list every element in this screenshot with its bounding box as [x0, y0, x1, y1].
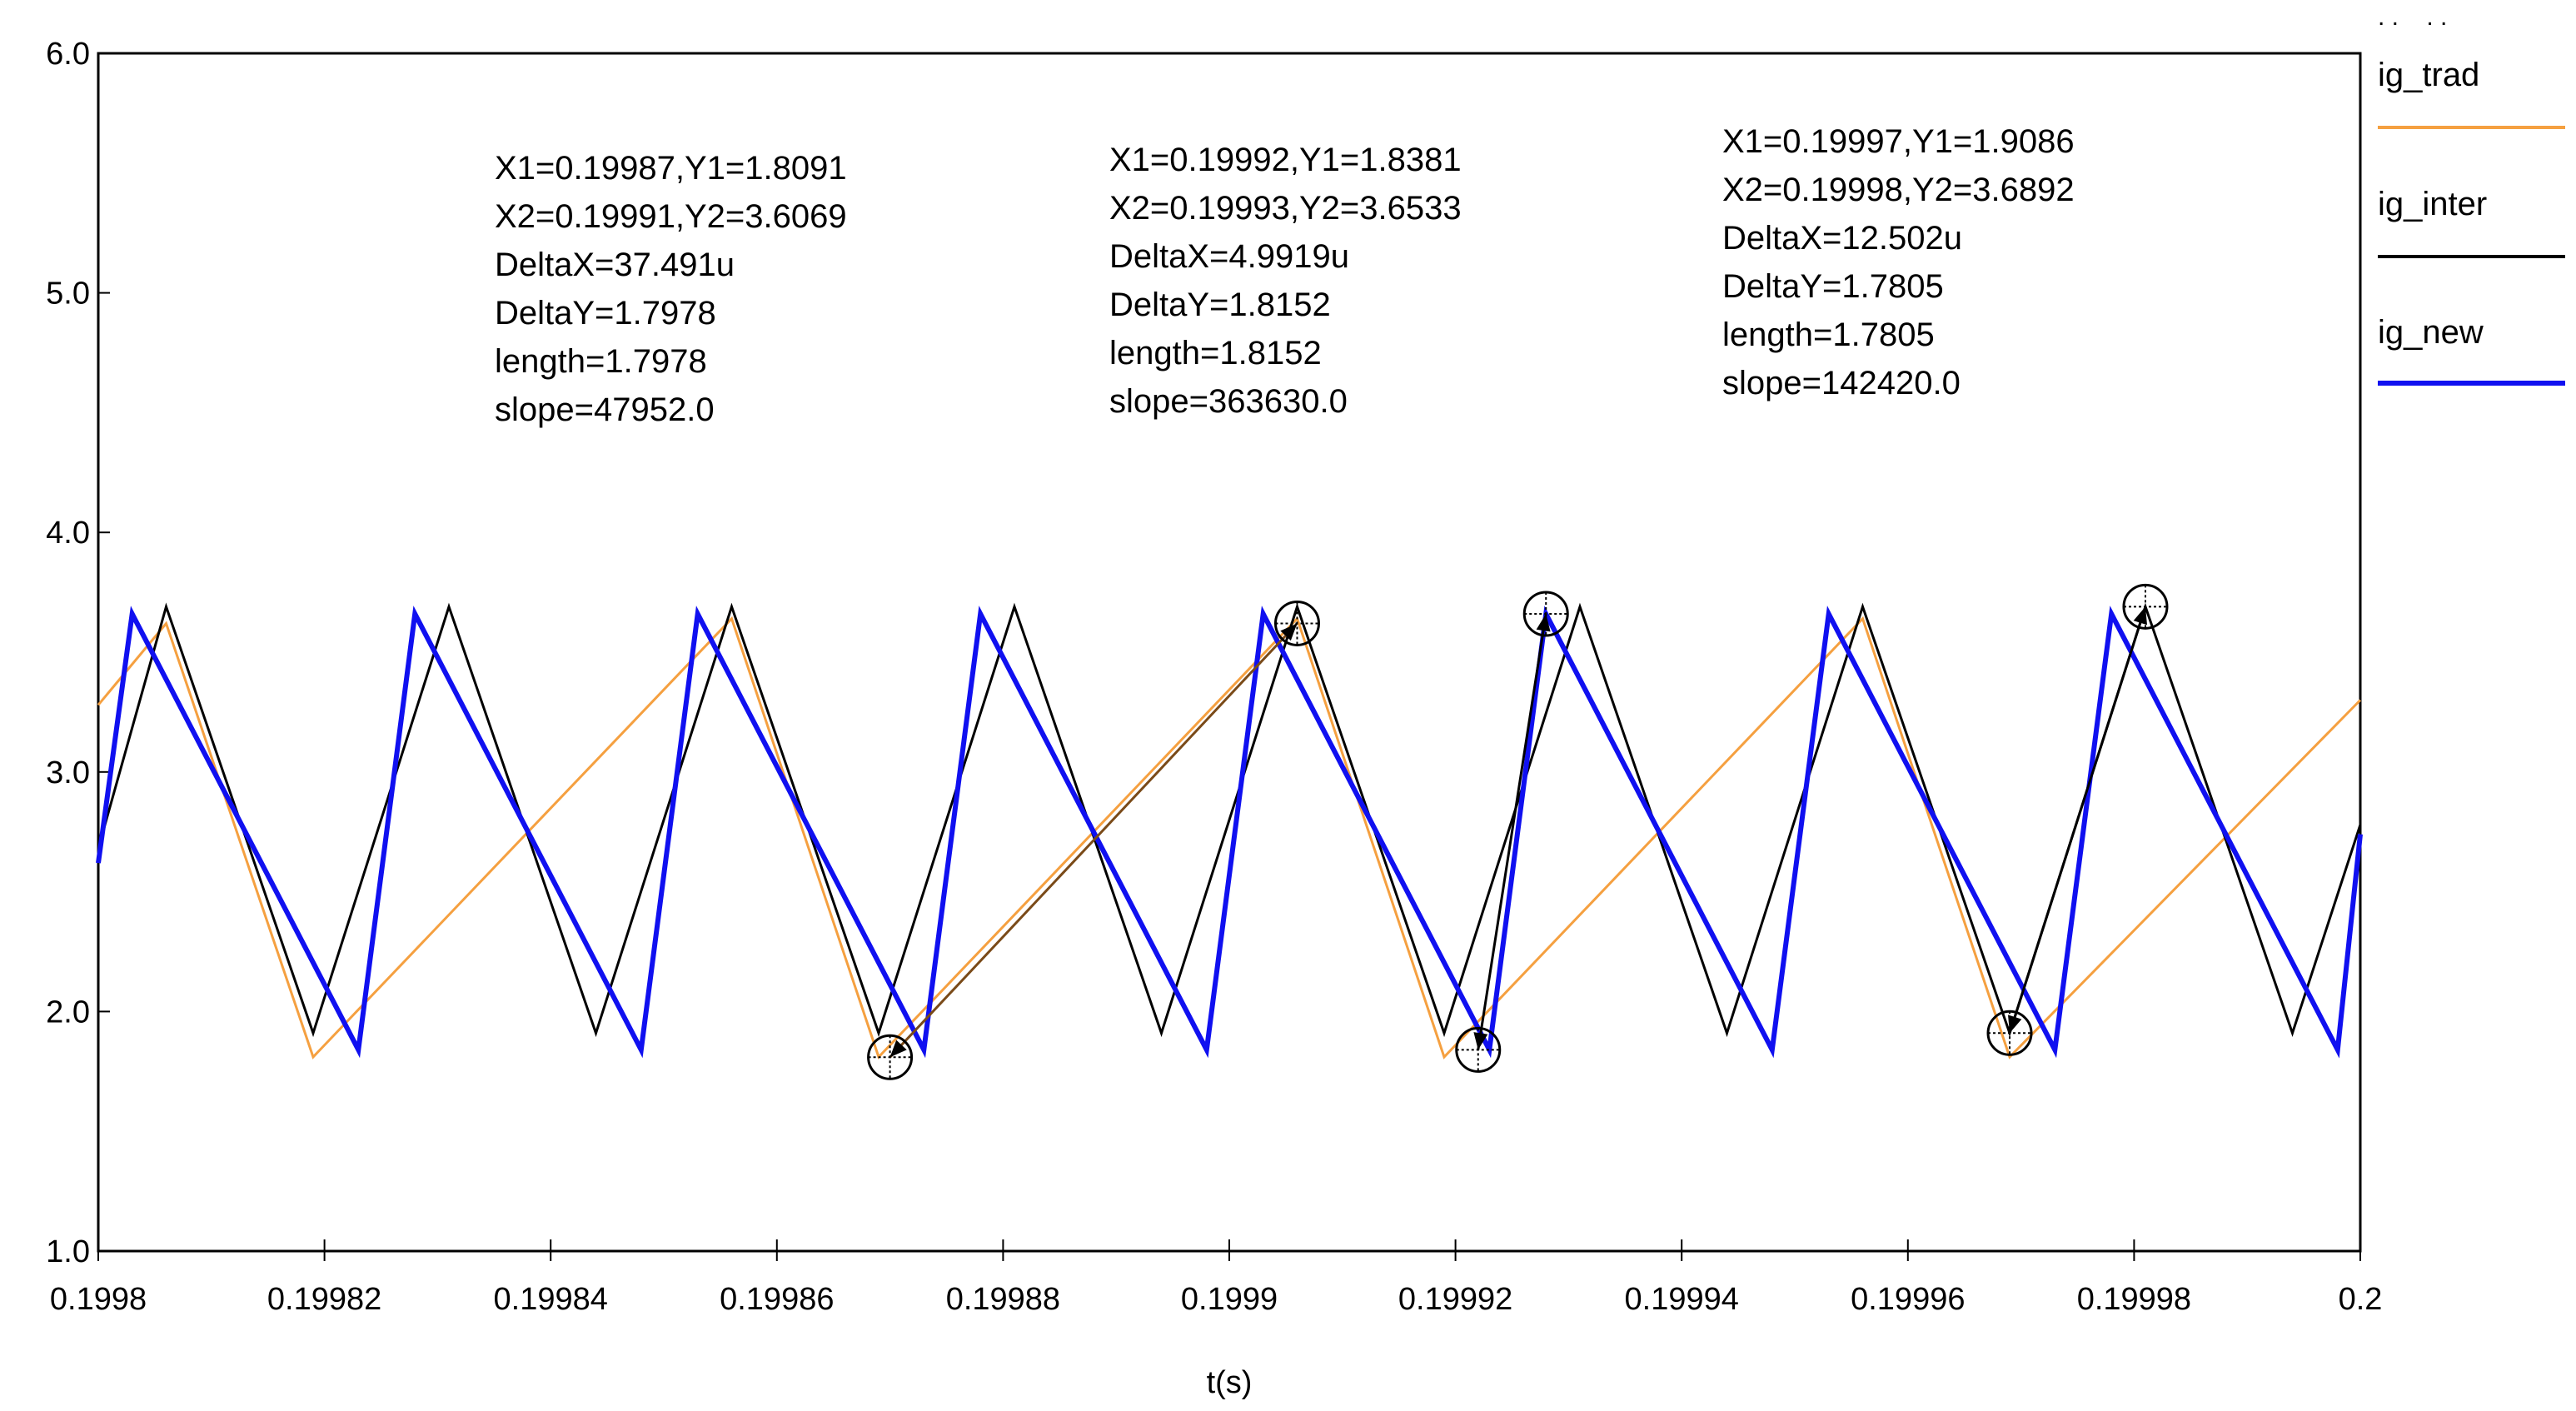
cursor-arrowhead — [2133, 606, 2147, 626]
x-tick-label: 0.2 — [2339, 1282, 2383, 1317]
cursor-line — [2008, 606, 2147, 1034]
y-tick-label: 5.0 — [46, 277, 90, 312]
x-axis-label: t(s) — [1207, 1365, 1253, 1400]
y-tick-label: 6.0 — [46, 37, 90, 72]
y-tick-label: 1.0 — [46, 1234, 90, 1269]
cursor-arrowhead — [1280, 623, 1298, 641]
x-tick-label: 0.1999 — [1181, 1282, 1278, 1317]
x-tick-label: 0.19994 — [1625, 1282, 1739, 1317]
annotation-line: length=1.8152 — [1109, 335, 1322, 371]
cursor-line — [1477, 613, 1547, 1050]
annotation-line: X2=0.19991,Y2=3.6069 — [495, 198, 847, 235]
plot-area — [97, 52, 2362, 1253]
x-tick-label: 0.19992 — [1398, 1282, 1512, 1317]
annotation-line: slope=363630.0 — [1109, 383, 1348, 420]
annotation-line: X1=0.19987,Y1=1.8091 — [495, 150, 847, 187]
legend-label-ig-trad: ig_trad — [2378, 57, 2479, 93]
legend-label-ig-new: ig_new — [2378, 314, 2484, 351]
annotation-line: X2=0.19998,Y2=3.6892 — [1722, 172, 2075, 208]
annotation-block-1: X1=0.19987,Y1=1.8091 X2=0.19991,Y2=3.606… — [495, 150, 847, 428]
legend-dots: . . . . — [2378, 3, 2447, 31]
x-tick-label: 0.19984 — [494, 1282, 608, 1317]
x-tick-label: 0.19996 — [1851, 1282, 1965, 1317]
annotation-block-3: X1=0.19997,Y1=1.9086 X2=0.19998,Y2=3.689… — [1722, 123, 2075, 401]
annotation-line: DeltaY=1.7805 — [1722, 268, 1944, 305]
axis-ticks — [97, 52, 2361, 1261]
annotation-line: slope=142420.0 — [1722, 365, 1961, 401]
cursor-marker — [2122, 583, 2169, 630]
annotation-line: X1=0.19997,Y1=1.9086 — [1722, 123, 2075, 160]
annotation-block-2: X1=0.19992,Y1=1.8381 X2=0.19993,Y2=3.653… — [1109, 142, 1462, 420]
cursor-marker — [1273, 600, 1320, 646]
annotation-line: X1=0.19992,Y1=1.8381 — [1109, 142, 1462, 178]
legend-label-ig-inter: ig_inter — [2378, 186, 2487, 222]
x-tick-label: 0.19988 — [946, 1282, 1060, 1317]
x-tick-label: 0.19998 — [2077, 1282, 2191, 1317]
series-line-ig-trad — [97, 616, 2362, 1059]
annotation-line: DeltaY=1.7978 — [495, 295, 716, 332]
cursor-arrowhead — [1536, 613, 1551, 632]
annotation-line: slope=47952.0 — [495, 391, 715, 428]
y-tick-label: 2.0 — [46, 995, 90, 1030]
series-line-ig-new — [96, 606, 2363, 1059]
annotation-line: length=1.7978 — [495, 343, 707, 380]
cursor-arrowhead — [1473, 1032, 1488, 1050]
annotation-line: DeltaX=12.502u — [1722, 220, 1962, 257]
x-tick-label: 0.19986 — [720, 1282, 834, 1317]
x-tick-labels: 0.1998 0.19982 0.19984 0.19986 0.19988 0.1999… — [50, 1282, 2383, 1317]
cursor-arrowhead — [889, 1040, 907, 1058]
cursor-line — [889, 622, 1298, 1059]
annotation-line: X2=0.19993,Y2=3.6533 — [1109, 190, 1462, 227]
x-tick-label: 0.19982 — [267, 1282, 381, 1317]
cursor-marker — [867, 1034, 914, 1080]
y-tick-label: 4.0 — [46, 516, 90, 551]
y-tick-labels: 1.0 2.0 3.0 4.0 5.0 6.0 — [46, 37, 90, 1269]
cursor-marker — [1986, 1010, 2033, 1056]
annotation-line: DeltaX=37.491u — [495, 247, 735, 283]
cursor-layer — [867, 583, 2169, 1080]
cursor-marker — [1455, 1026, 1502, 1073]
x-tick-label: 0.1998 — [50, 1282, 147, 1317]
y-tick-label: 3.0 — [46, 755, 90, 790]
annotation-line: length=1.7805 — [1722, 317, 1935, 353]
legend: . . . . ig_trad ig_inter ig_new — [2378, 3, 2565, 386]
cursor-marker — [1522, 591, 1569, 637]
annotation-line: DeltaX=4.9919u — [1109, 238, 1349, 275]
annotation-line: DeltaY=1.8152 — [1109, 287, 1331, 323]
cursor-arrowhead — [2008, 1015, 2022, 1034]
